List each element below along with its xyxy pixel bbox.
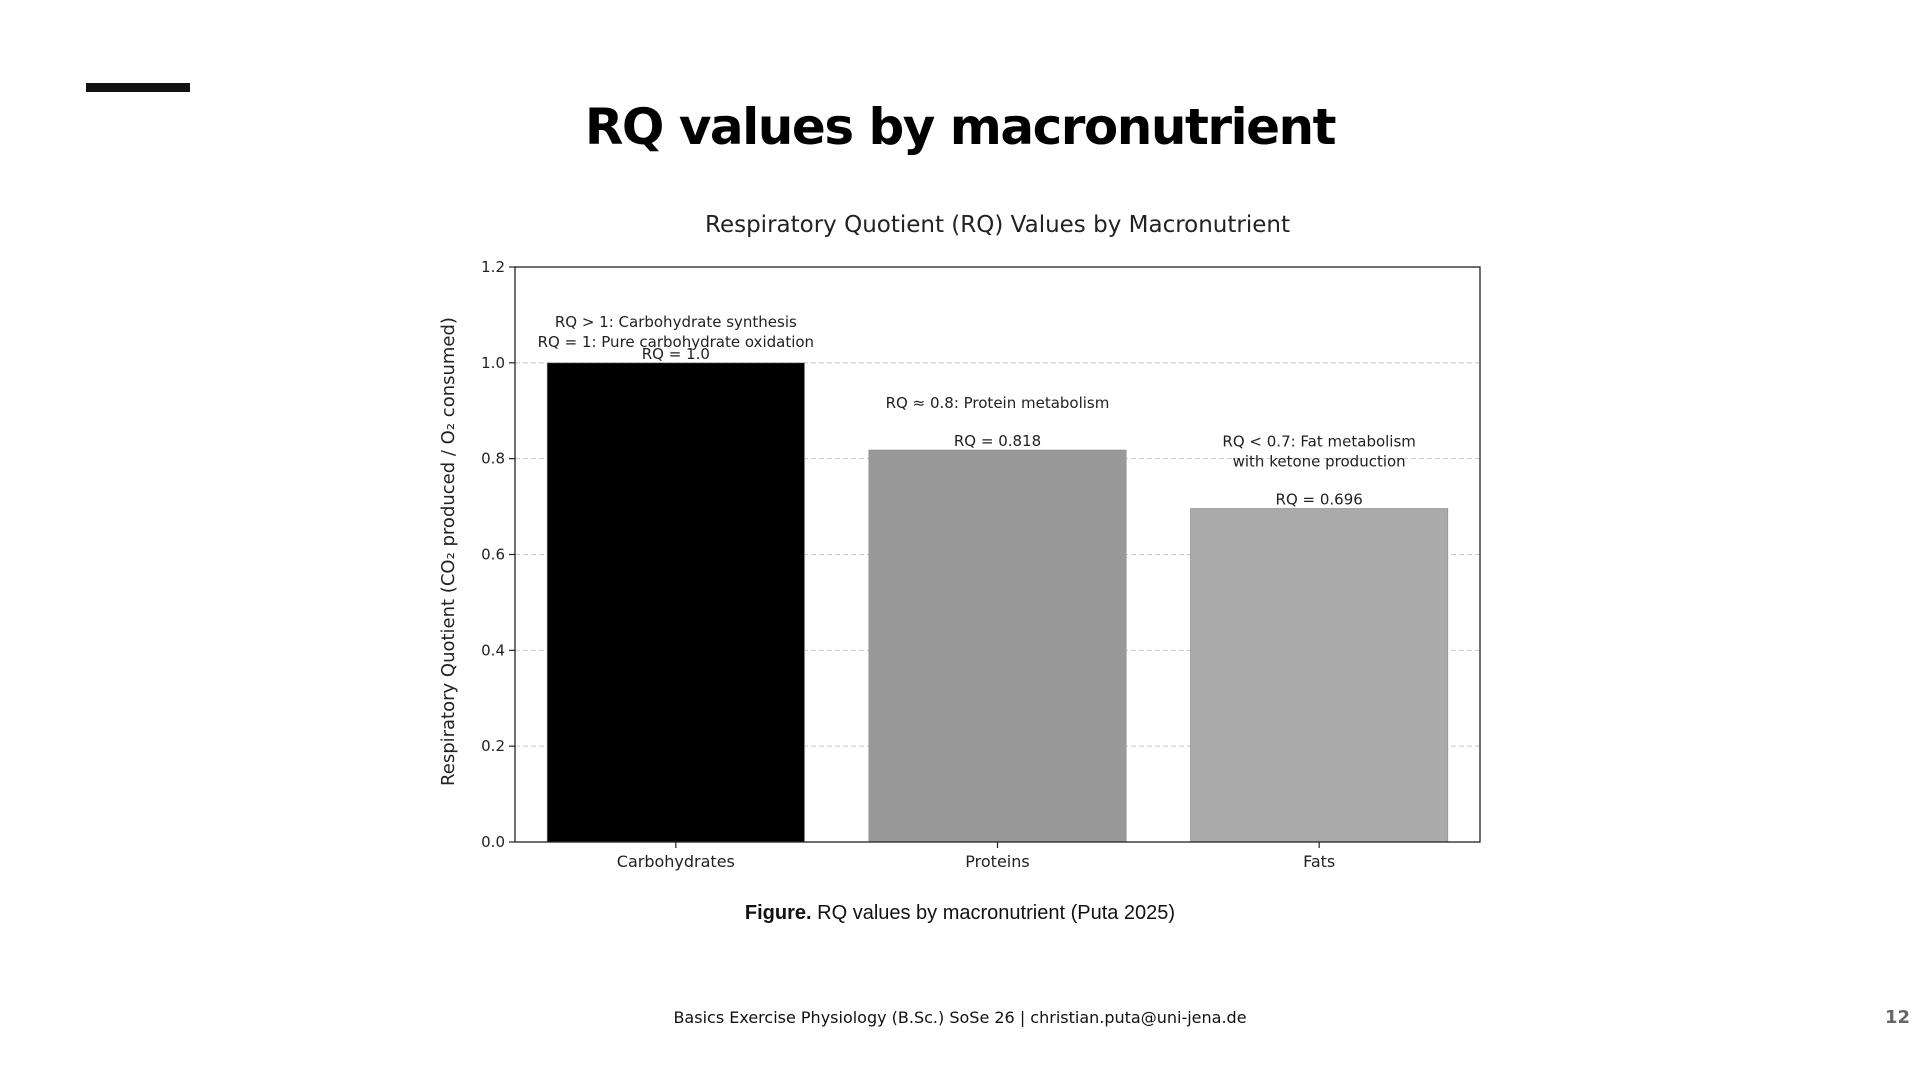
bar-value-label: RQ = 0.696 — [1276, 491, 1363, 509]
slide-title: RQ values by macronutrient — [584, 98, 1337, 156]
x-tick-label: Proteins — [965, 852, 1029, 871]
bar-fats — [1190, 508, 1449, 843]
bar-annotation: RQ < 0.7: Fat metabolism — [1222, 433, 1415, 451]
footer-text: Basics Exercise Physiology (B.Sc.) SoSe … — [673, 1008, 1247, 1027]
y-tick-label: 0.8 — [481, 450, 505, 468]
bar-annotation: RQ ≈ 0.8: Protein metabolism — [886, 394, 1110, 412]
bar-value-label: RQ = 0.818 — [954, 432, 1041, 450]
figure-caption: Figure. RQ values by macronutrient (Puta… — [0, 902, 1920, 925]
bar-annotation: with ketone production — [1233, 453, 1406, 471]
y-tick-label: 0.0 — [481, 833, 505, 851]
bar-annotation: RQ = 1: Pure carbohydrate oxidation — [538, 333, 814, 351]
y-tick-label: 1.0 — [481, 354, 505, 372]
bar-proteins — [868, 449, 1127, 843]
bar-annotation: RQ > 1: Carbohydrate synthesis — [555, 313, 797, 331]
y-tick-label: 0.6 — [481, 546, 505, 564]
caption-text: RQ values by macronutrient (Puta 2025) — [811, 902, 1176, 924]
rq-bar-chart: Respiratory Quotient (RQ) Values by Macr… — [438, 212, 1481, 871]
plot-frame — [514, 266, 1481, 843]
y-tick-label: 0.4 — [481, 641, 505, 659]
y-axis-label: Respiratory Quotient (CO₂ produced / O₂ … — [438, 317, 459, 786]
chart-title: Respiratory Quotient (RQ) Values by Macr… — [705, 212, 1290, 238]
y-tick-label: 1.2 — [481, 258, 505, 276]
page-number: 12 — [1884, 1007, 1910, 1028]
accent-bar — [86, 83, 190, 92]
bar-value-label: RQ = 1.0 — [642, 345, 710, 363]
x-tick-label: Carbohydrates — [617, 852, 735, 871]
caption-label: Figure. — [744, 902, 812, 924]
bar-carbohydrates — [546, 362, 805, 843]
y-tick-label: 0.2 — [481, 737, 505, 755]
x-tick-label: Fats — [1303, 852, 1335, 871]
